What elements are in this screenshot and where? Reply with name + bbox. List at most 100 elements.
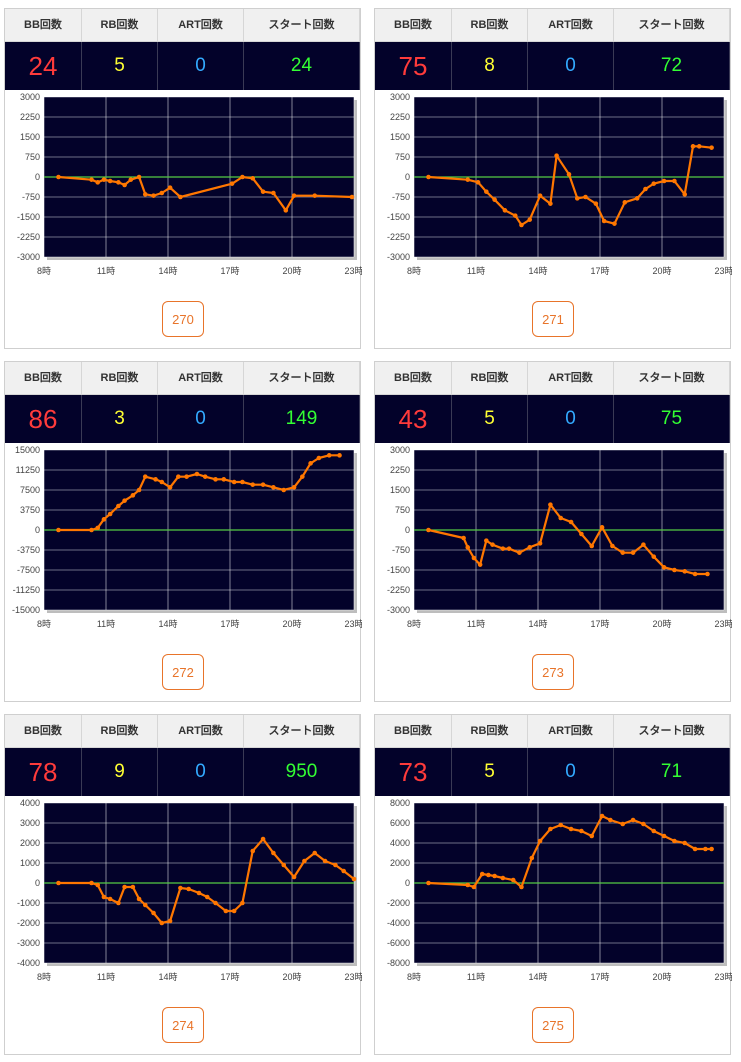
art-count: 0 <box>158 42 244 90</box>
data-point <box>486 872 491 878</box>
data-point <box>641 542 646 547</box>
data-point <box>661 565 667 570</box>
machine-number-button[interactable]: 274 <box>162 1007 204 1043</box>
data-point <box>690 144 696 149</box>
rb-count: 9 <box>82 748 158 796</box>
rb-header: RB回数 <box>82 715 158 747</box>
bb-header: BB回数 <box>375 715 452 747</box>
data-point <box>184 474 189 479</box>
machine-number-button[interactable]: 272 <box>162 654 204 690</box>
y-tick-label: -8000 <box>387 958 410 968</box>
data-point <box>661 833 667 839</box>
data-point <box>517 550 522 555</box>
data-point <box>506 546 512 551</box>
data-point <box>240 900 245 906</box>
start-count: 71 <box>614 748 730 796</box>
data-point <box>116 900 121 906</box>
stats-header-row: BB回数 RB回数 ART回数 スタート回数 <box>375 362 730 395</box>
data-point <box>529 855 535 861</box>
data-point <box>95 882 101 888</box>
x-tick-label: 17時 <box>590 619 609 629</box>
y-tick-label: 3000 <box>20 818 40 828</box>
y-tick-label: -4000 <box>387 918 410 928</box>
x-tick-label: 17時 <box>590 972 609 982</box>
data-point <box>223 908 229 914</box>
data-panel-270: BB回数 RB回数 ART回数 スタート回数 24 5 0 24 3000 225… <box>4 8 362 349</box>
rb-header: RB回数 <box>82 362 158 394</box>
data-point <box>159 190 165 196</box>
data-point <box>260 836 266 842</box>
data-point <box>593 201 599 206</box>
slump-chart: 3000 2250 1500 750 0 -750 -1500 -2250 -3000 8時 11時… <box>387 93 732 276</box>
data-point <box>349 194 355 200</box>
data-point <box>579 531 584 537</box>
y-tick-label: 2000 <box>20 838 40 848</box>
stats-value-row: 73 5 0 71 <box>375 748 730 796</box>
slump-chart: 8000 6000 4000 2000 0 -2000 -4000 -6000 -8000 8時 1… <box>387 799 732 982</box>
data-point <box>558 515 564 521</box>
data-point <box>610 543 615 549</box>
x-tick-label: 14時 <box>158 619 177 629</box>
y-tick-label: 2250 <box>390 465 410 475</box>
start-header: スタート回数 <box>614 715 730 747</box>
x-tick-label: 20時 <box>652 972 671 982</box>
data-point <box>107 896 113 902</box>
y-tick-label: -750 <box>22 192 40 202</box>
data-point <box>519 222 524 228</box>
data-point <box>151 910 156 916</box>
start-count: 75 <box>614 395 730 443</box>
stats-header-row: BB回数 RB回数 ART回数 スタート回数 <box>5 715 360 748</box>
data-point <box>461 535 466 541</box>
y-tick-label: -6000 <box>387 938 410 948</box>
data-point <box>159 479 165 485</box>
data-point <box>322 858 328 864</box>
x-tick-label: 23時 <box>344 619 362 629</box>
machine-number-button[interactable]: 270 <box>162 301 204 337</box>
art-count: 0 <box>528 395 614 443</box>
y-tick-label: 750 <box>395 152 410 162</box>
data-point <box>291 874 297 880</box>
data-point <box>136 174 142 180</box>
y-tick-label: -3750 <box>17 545 40 555</box>
data-point <box>696 144 702 149</box>
data-point <box>122 884 127 890</box>
stats-value-row: 75 8 0 72 <box>375 42 730 90</box>
data-point <box>537 541 543 546</box>
rb-count: 3 <box>82 395 158 443</box>
y-tick-label: -11250 <box>13 585 40 595</box>
data-point <box>281 487 287 493</box>
data-point <box>194 471 200 477</box>
data-point <box>566 172 572 177</box>
x-tick-label: 8時 <box>37 266 51 276</box>
data-point <box>326 453 332 458</box>
data-point <box>213 477 218 482</box>
y-tick-label: 7500 <box>20 485 40 495</box>
rb-header: RB回数 <box>452 362 528 394</box>
art-count: 0 <box>158 748 244 796</box>
data-point <box>240 174 245 180</box>
data-point <box>151 193 156 198</box>
data-point <box>692 846 698 852</box>
machine-number-button[interactable]: 273 <box>532 654 574 690</box>
data-point <box>527 545 533 550</box>
start-header: スタート回数 <box>244 9 360 41</box>
data-point <box>128 177 134 182</box>
data-point <box>471 555 477 561</box>
x-tick-label: 20時 <box>282 619 301 629</box>
x-tick-label: 23時 <box>344 972 362 982</box>
stats-header-row: BB回数 RB回数 ART回数 スタート回数 <box>375 9 730 42</box>
stats-value-row: 24 5 0 24 <box>5 42 360 90</box>
y-tick-label: 0 <box>405 172 410 182</box>
machine-number-button[interactable]: 271 <box>532 301 574 337</box>
y-tick-label: 1500 <box>390 485 410 495</box>
y-tick-label: 1500 <box>390 132 410 142</box>
series-line <box>428 814 712 889</box>
data-point <box>599 813 605 819</box>
data-panel-273: BB回数 RB回数 ART回数 スタート回数 43 5 0 75 3000 225… <box>374 361 732 702</box>
stats-table: BB回数 RB回数 ART回数 スタート回数 75 8 0 72 <box>375 9 730 91</box>
data-point <box>568 519 574 525</box>
data-point <box>705 571 710 577</box>
art-header: ART回数 <box>158 362 244 394</box>
data-point <box>178 885 183 891</box>
machine-number-button[interactable]: 275 <box>532 1007 574 1043</box>
